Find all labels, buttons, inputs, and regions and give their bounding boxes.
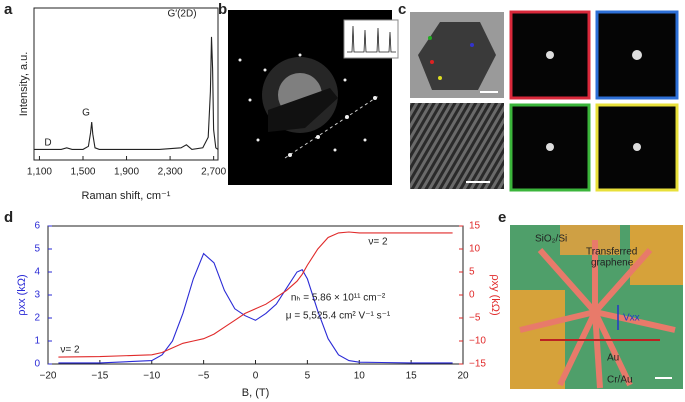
y-axis-label: ρxx (kΩ) (16, 274, 28, 315)
panel-letter: a (4, 1, 13, 18)
device-label: graphene (591, 258, 634, 269)
y-tick-label: 4 (34, 267, 40, 278)
diffraction-image (228, 10, 399, 185)
x-tick-label: 15 (406, 371, 418, 382)
panel-letter: c (398, 1, 406, 18)
y-tick-label: 6 (34, 221, 40, 232)
x-tick-label: 1,900 (114, 167, 139, 178)
y-tick-label: 0 (34, 359, 40, 370)
x-tick-label: 2,300 (158, 167, 183, 178)
device-label: SiO₂/Si (535, 234, 567, 245)
panel-letter: e (498, 209, 506, 226)
annotation: ν= 2 (60, 345, 80, 356)
data-line (58, 252, 453, 364)
annotation: D (44, 138, 51, 149)
x-tick-label: −20 (40, 371, 57, 382)
annotation: G (82, 108, 90, 119)
device-label: Transferred (586, 247, 637, 258)
y2-tick-label: −5 (469, 313, 481, 324)
x-axis-label: Raman shift, cm⁻¹ (82, 190, 171, 202)
y2-tick-label: 5 (469, 267, 475, 278)
annotation: ν= 2 (368, 237, 388, 248)
data-line (58, 231, 453, 358)
annotation: μ = 5,525.4 cm² V⁻¹ s⁻¹ (286, 311, 391, 322)
y2-tick-label: 15 (469, 221, 481, 232)
x-tick-label: 2,700 (201, 167, 226, 178)
y-axis-label: Intensity, a.u. (18, 52, 30, 117)
y-tick-label: 1 (34, 336, 40, 347)
x-tick-label: 0 (253, 371, 259, 382)
y2-tick-label: 10 (469, 244, 481, 255)
device-image: SiO₂/Si Transferred graphene Au Cr/Au Vx… (510, 225, 683, 389)
x-tick-label: 10 (354, 371, 366, 382)
y2-tick-label: −10 (469, 336, 486, 347)
x-tick-label: −15 (91, 371, 108, 382)
plot-frame (47, 225, 464, 365)
plot-frame (33, 7, 219, 161)
x-tick-label: −5 (198, 371, 210, 382)
annotation: G′(2D) (167, 9, 196, 20)
data-line (34, 36, 219, 150)
y2-tick-label: 0 (469, 290, 475, 301)
x-tick-label: 1,500 (70, 167, 95, 178)
x-tick-label: −10 (143, 371, 160, 382)
y-tick-label: 5 (34, 244, 40, 255)
x-axis-label: B, (T) (242, 387, 270, 399)
y2-tick-label: −15 (469, 359, 486, 370)
y-tick-label: 2 (34, 313, 40, 324)
x-tick-label: 5 (305, 371, 311, 382)
y2-axis-label: ρxy (kΩ) (489, 274, 501, 315)
device-label: Cr/Au (607, 375, 633, 386)
x-tick-label: 20 (457, 371, 469, 382)
device-label: Au (607, 353, 619, 364)
x-tick-label: 1,100 (27, 167, 52, 178)
panel-letter: b (218, 1, 227, 18)
annotation: nₕ = 5.86 × 10¹¹ cm⁻² (291, 293, 386, 304)
tem-images (410, 10, 679, 192)
device-label: Vxx (623, 313, 640, 324)
y-tick-label: 3 (34, 290, 40, 301)
panel-letter: d (4, 209, 13, 226)
